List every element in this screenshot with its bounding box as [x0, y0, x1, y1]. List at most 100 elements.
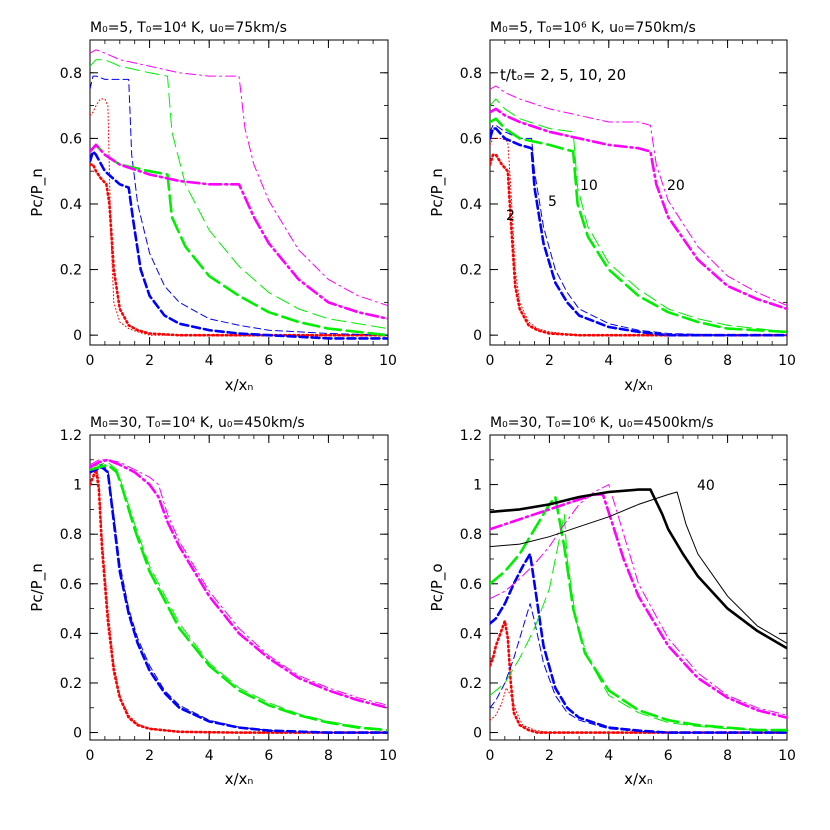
y-tick-label: 1 — [473, 478, 482, 494]
x-tick-label: 4 — [604, 353, 613, 369]
chart-title: M₀=30, T₀=10⁴ K, u₀=450km/s — [90, 415, 305, 431]
series-line-8 — [490, 85, 787, 307]
y-axis-label: Pc/P_n — [428, 168, 447, 216]
series-line-4 — [90, 75, 388, 336]
series-line-4 — [490, 603, 787, 734]
chart-title: M₀=5, T₀=10⁴ K, u₀=75km/s — [90, 20, 287, 36]
series-line-8 — [90, 459, 388, 706]
x-tick-label: 4 — [205, 353, 214, 369]
x-tick-label: 8 — [324, 748, 333, 764]
x-tick-label: 8 — [324, 353, 333, 369]
series-line-6 — [90, 461, 388, 731]
series-line-6 — [90, 59, 388, 330]
y-tick-label: 0.2 — [460, 676, 482, 692]
x-tick-label: 10 — [778, 748, 796, 764]
series-group — [90, 49, 388, 340]
chart-panel-4: 0 2 4 6 8 10 0 0.2 0.4 0.6 0.8 1 1.2 M₀=30, T₀=10⁶ K,… — [428, 415, 796, 788]
series-line-4 — [490, 124, 787, 336]
series-line-7 — [90, 458, 388, 710]
series-line-5 — [90, 463, 388, 732]
chart-title: M₀=5, T₀=10⁶ K, u₀=750km/s — [490, 20, 696, 36]
y-tick-label: 0.6 — [60, 131, 82, 147]
annotation-label: 10 — [580, 178, 598, 194]
x-tick-label: 2 — [545, 353, 554, 369]
x-tick-label: 6 — [664, 353, 673, 369]
y-tick-label: 0.4 — [460, 197, 482, 213]
x-axis-label: x/xₙ — [225, 770, 254, 788]
chart-panel-3: 0 2 4 6 8 10 0 0.2 0.4 0.6 0.8 1 1.2 M₀=30, T₀=10⁴ K,… — [28, 415, 397, 788]
series-line-3 — [490, 552, 787, 734]
x-tick-label: 6 — [264, 748, 273, 764]
y-tick-label: 0.4 — [60, 626, 82, 642]
annotation-label: 5 — [548, 194, 557, 210]
x-tick-label: 6 — [664, 748, 673, 764]
series-line-7 — [90, 143, 388, 321]
series-line-2 — [90, 98, 388, 336]
series-line-8 — [90, 49, 388, 307]
series-line-1 — [490, 153, 787, 337]
series-line-5 — [490, 117, 787, 334]
y-tick-label: 1.2 — [460, 428, 482, 444]
y-tick-label: 0.8 — [60, 527, 82, 543]
x-axis-label: x/xₙ — [624, 376, 653, 394]
annotation-label: 20 — [667, 178, 685, 194]
y-tick-label: 1.2 — [60, 428, 82, 444]
x-tick-label: 2 — [145, 353, 154, 369]
y-tick-label: 0 — [473, 328, 482, 344]
series-line-9 — [490, 488, 787, 650]
annotation-label: 40 — [697, 478, 715, 494]
series-line-3 — [90, 465, 388, 734]
chart-title: M₀=30, T₀=10⁶ K, u₀=4500km/s — [490, 415, 714, 431]
x-tick-label: 0 — [486, 748, 495, 764]
x-tick-label: 8 — [723, 353, 732, 369]
series-line-6 — [490, 513, 787, 732]
series-line-3 — [490, 127, 787, 337]
y-tick-label: 0.6 — [460, 131, 482, 147]
series-line-3 — [90, 150, 388, 340]
annotation-label: t/tₒ= 2, 5, 10, 20 — [500, 66, 626, 84]
y-tick-label: 0.4 — [60, 197, 82, 213]
y-tick-label: 0.8 — [460, 527, 482, 543]
series-group — [490, 85, 787, 337]
chart-panel-2: 0 2 4 6 8 10 0 0.2 0.4 0.6 0.8 M₀=5, T₀=10⁶ K, u₀=7… — [428, 20, 796, 394]
series-group — [490, 484, 787, 734]
x-tick-label: 4 — [604, 748, 613, 764]
series-line-7 — [490, 493, 787, 719]
series-line-2 — [490, 687, 787, 734]
y-tick-label: 0.6 — [60, 577, 82, 593]
x-tick-label: 10 — [379, 353, 397, 369]
y-tick-label: 0.2 — [460, 263, 482, 279]
series-line-10 — [490, 491, 787, 644]
y-tick-label: 0 — [73, 726, 82, 742]
annotation-label: 2 — [506, 208, 515, 224]
series-line-1 — [90, 163, 388, 337]
y-tick-label: 0.2 — [60, 263, 82, 279]
x-tick-label: 0 — [86, 748, 95, 764]
x-tick-label: 2 — [145, 748, 154, 764]
x-tick-label: 10 — [379, 748, 397, 764]
y-tick-label: 0 — [73, 328, 82, 344]
y-tick-label: 0.2 — [60, 676, 82, 692]
x-tick-label: 8 — [723, 748, 732, 764]
x-tick-label: 0 — [86, 353, 95, 369]
series-line-1 — [490, 619, 787, 734]
series-line-4 — [90, 464, 388, 734]
y-tick-label: 0.6 — [460, 577, 482, 593]
y-tick-label: 0 — [473, 726, 482, 742]
series-line-2 — [490, 137, 787, 336]
y-axis-label: Pc/P_n — [28, 563, 47, 611]
x-tick-label: 4 — [205, 748, 214, 764]
y-axis-label: Pc/P_n — [28, 168, 47, 216]
series-line-7 — [490, 107, 787, 311]
x-axis-label: x/xₙ — [225, 376, 254, 394]
plot-frame — [89, 39, 389, 346]
y-tick-label: 0.8 — [60, 66, 82, 82]
plot-frame — [89, 434, 389, 741]
x-tick-label: 6 — [264, 353, 273, 369]
y-tick-label: 1 — [73, 478, 82, 494]
x-axis-label: x/xₙ — [624, 770, 653, 788]
series-line-5 — [490, 495, 787, 732]
series-line-8 — [490, 484, 787, 716]
y-tick-label: 0.8 — [460, 66, 482, 82]
